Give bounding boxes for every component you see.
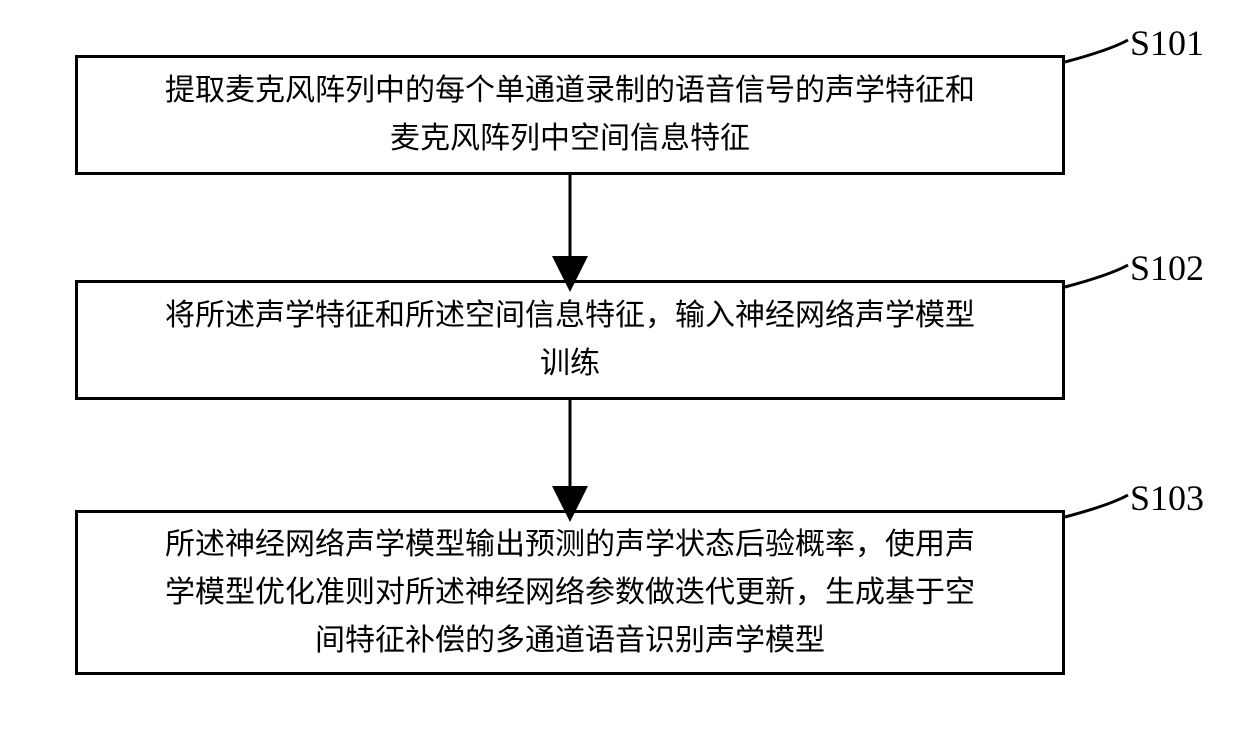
- flowchart-canvas: 提取麦克风阵列中的每个单通道录制的语音信号的声学特征和 麦克风阵列中空间信息特征…: [0, 0, 1240, 737]
- step-line: 提取麦克风阵列中的每个单通道录制的语音信号的声学特征和: [165, 74, 975, 107]
- step-line: 训练: [540, 347, 600, 380]
- step-label-s102: S102: [1130, 247, 1204, 289]
- step-label-s103: S103: [1130, 477, 1204, 519]
- step-box-s101: 提取麦克风阵列中的每个单通道录制的语音信号的声学特征和 麦克风阵列中空间信息特征: [75, 55, 1065, 175]
- step-label-s101: S101: [1130, 22, 1204, 64]
- step-text-s103: 所述神经网络声学模型输出预测的声学状态后验概率，使用声 学模型优化准则对所述神经…: [165, 521, 975, 665]
- callout-s101: [1065, 40, 1128, 62]
- step-line: 麦克风阵列中空间信息特征: [390, 122, 750, 155]
- step-text-s101: 提取麦克风阵列中的每个单通道录制的语音信号的声学特征和 麦克风阵列中空间信息特征: [165, 67, 975, 163]
- step-line: 学模型优化准则对所述神经网络参数做迭代更新，生成基于空: [165, 576, 975, 609]
- step-text-s102: 将所述声学特征和所述空间信息特征，输入神经网络声学模型 训练: [165, 292, 975, 388]
- step-line: 将所述声学特征和所述空间信息特征，输入神经网络声学模型: [165, 299, 975, 332]
- step-line: 所述神经网络声学模型输出预测的声学状态后验概率，使用声: [165, 528, 975, 561]
- callout-s103: [1065, 495, 1128, 517]
- step-line: 间特征补偿的多通道语音识别声学模型: [315, 624, 825, 657]
- step-box-s103: 所述神经网络声学模型输出预测的声学状态后验概率，使用声 学模型优化准则对所述神经…: [75, 510, 1065, 675]
- step-box-s102: 将所述声学特征和所述空间信息特征，输入神经网络声学模型 训练: [75, 280, 1065, 400]
- callout-s102: [1065, 265, 1128, 287]
